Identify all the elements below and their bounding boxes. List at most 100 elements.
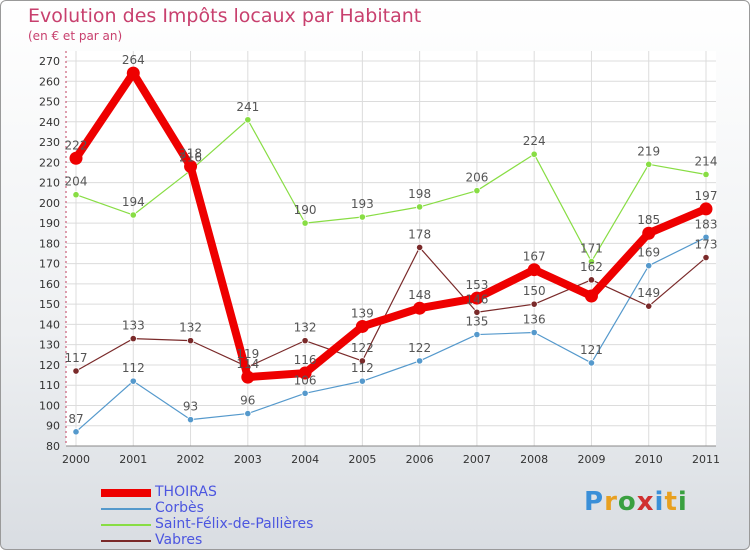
y-tick-label: 250 [39, 96, 60, 109]
y-tick-label: 140 [39, 318, 60, 331]
data-label: 171 [580, 242, 603, 256]
data-point [129, 335, 137, 343]
y-tick-label: 190 [39, 217, 60, 230]
data-label: 169 [637, 246, 660, 260]
data-point [702, 170, 710, 179]
data-label: 112 [122, 361, 145, 375]
data-point [416, 243, 424, 252]
data-point [72, 367, 80, 375]
data-point [301, 337, 309, 345]
data-label: 173 [695, 238, 718, 252]
series-line-2 [75, 119, 707, 263]
y-tick-label: 270 [39, 55, 60, 68]
data-point [72, 428, 80, 436]
data-label: 194 [122, 195, 145, 209]
data-point [358, 357, 366, 365]
data-point [530, 328, 538, 337]
legend-swatch [101, 508, 151, 510]
x-tick-label: 2009 [577, 453, 605, 466]
data-point [413, 301, 427, 315]
plot-area [66, 51, 716, 446]
data-label: 135 [465, 315, 488, 329]
x-tick-label: 2000 [62, 453, 90, 466]
data-label: 183 [695, 217, 718, 231]
y-tick-label: 110 [39, 379, 60, 392]
data-point [702, 253, 710, 262]
x-tick-label: 2010 [635, 453, 663, 466]
data-point [358, 377, 366, 385]
data-point [473, 187, 481, 195]
y-tick-label: 210 [39, 177, 60, 190]
x-tick-label: 2011 [692, 453, 720, 466]
y-tick-label: 220 [39, 156, 60, 169]
data-point [244, 409, 252, 418]
y-tick-label: 120 [39, 359, 60, 372]
data-label: 121 [580, 343, 603, 357]
data-point [645, 302, 653, 310]
data-point [645, 160, 653, 168]
data-label: 185 [637, 213, 660, 227]
legend-item: Corbès [101, 500, 401, 517]
data-label: 162 [580, 260, 603, 274]
data-label: 122 [351, 341, 374, 355]
data-point [301, 219, 309, 227]
series-line-0 [72, 69, 708, 382]
logo-letter: t [664, 487, 678, 517]
data-point [72, 191, 80, 199]
legend-swatch [101, 540, 151, 542]
x-tick-label: 2001 [119, 453, 147, 466]
data-label: 222 [65, 138, 88, 152]
y-tick-label: 150 [39, 298, 60, 311]
data-point [527, 263, 541, 277]
data-label: 167 [523, 250, 546, 264]
data-point [642, 226, 656, 240]
x-tick-label: 2008 [520, 453, 548, 466]
data-label: 206 [465, 171, 488, 185]
legend-label: Corbès [155, 500, 204, 516]
x-tick-label: 2003 [234, 453, 262, 466]
series-line-1 [75, 236, 707, 433]
data-point [358, 213, 366, 221]
data-point [645, 262, 653, 270]
data-label: 150 [523, 284, 546, 298]
y-tick-label: 170 [39, 258, 60, 271]
legend-label: Saint-Félix-de-Pallières [155, 516, 314, 532]
x-tick-label: 2002 [177, 453, 205, 466]
y-tick-label: 200 [39, 197, 60, 210]
data-point [473, 330, 481, 339]
legend-item: Saint-Félix-de-Pallières [101, 516, 401, 533]
data-point [69, 151, 83, 165]
data-label: 149 [637, 286, 660, 300]
data-point [301, 389, 309, 397]
data-label: 96 [240, 394, 255, 408]
legend-swatch [101, 524, 151, 526]
data-label: 148 [408, 288, 431, 302]
logo-letter: i [654, 487, 665, 517]
legend-label: Vabres [155, 532, 203, 548]
data-label: 133 [122, 319, 145, 333]
data-label: 139 [351, 306, 374, 320]
y-tick-label: 100 [39, 399, 60, 412]
data-label: 178 [408, 227, 431, 241]
y-tick-label: 230 [39, 136, 60, 149]
chart-legend: THOIRAS Corbès Saint-Félix-de-Pallières Vab… [101, 484, 401, 549]
data-label: 198 [408, 187, 431, 201]
data-label: 218 [179, 146, 202, 160]
data-label: 87 [68, 412, 83, 426]
data-label: 219 [637, 144, 660, 158]
data-label: 204 [65, 175, 88, 189]
legend-label: THOIRAS [155, 484, 217, 500]
legend-item: THOIRAS [101, 484, 401, 501]
data-label: 224 [523, 134, 546, 148]
data-label: 132 [294, 321, 317, 335]
y-tick-label: 130 [39, 339, 60, 352]
logo-letter: P [584, 487, 605, 517]
x-tick-label: 2004 [291, 453, 319, 466]
data-label: 241 [236, 100, 259, 114]
data-label: 153 [465, 278, 488, 292]
logo-letter: r [604, 487, 618, 517]
y-tick-label: 90 [46, 420, 60, 433]
legend-swatch [101, 489, 151, 497]
